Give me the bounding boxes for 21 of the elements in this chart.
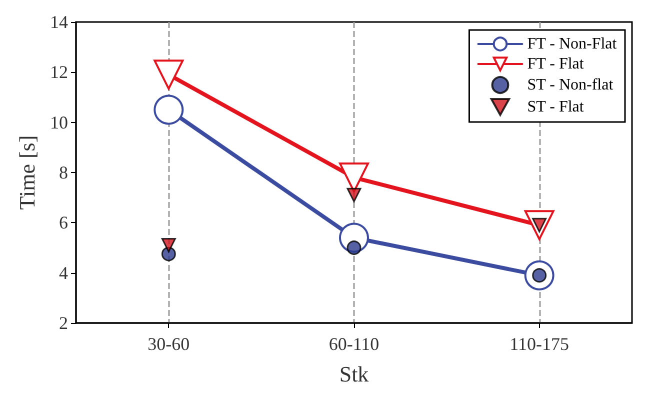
point: [154, 94, 184, 125]
legend-label: FT - Flat: [527, 56, 584, 72]
legend-label: FT - Non-Flat: [527, 36, 618, 52]
legend-label: ST - Non-flat: [527, 76, 614, 94]
point: [161, 238, 176, 252]
x-tick-label: 30-60: [148, 334, 190, 354]
y-tick-label: 2: [59, 313, 68, 333]
x-axis-title: Stk: [339, 362, 369, 386]
y-tick-label: 4: [59, 262, 68, 283]
y-axis-title: Time [s]: [14, 135, 40, 210]
point: [346, 188, 362, 202]
x-tick-label: 110-175: [510, 334, 569, 354]
point: [154, 60, 184, 90]
y-tick-label: 10: [50, 112, 68, 132]
y-tick-label: 8: [59, 162, 68, 182]
y-tick-label: 12: [50, 62, 68, 82]
x-tick-label: 60-110: [328, 334, 380, 354]
legend-label: ST - Flat: [527, 98, 584, 116]
y-tick-label: 6: [59, 212, 68, 233]
y-tick-label: 14: [50, 12, 68, 32]
point: [346, 240, 362, 255]
